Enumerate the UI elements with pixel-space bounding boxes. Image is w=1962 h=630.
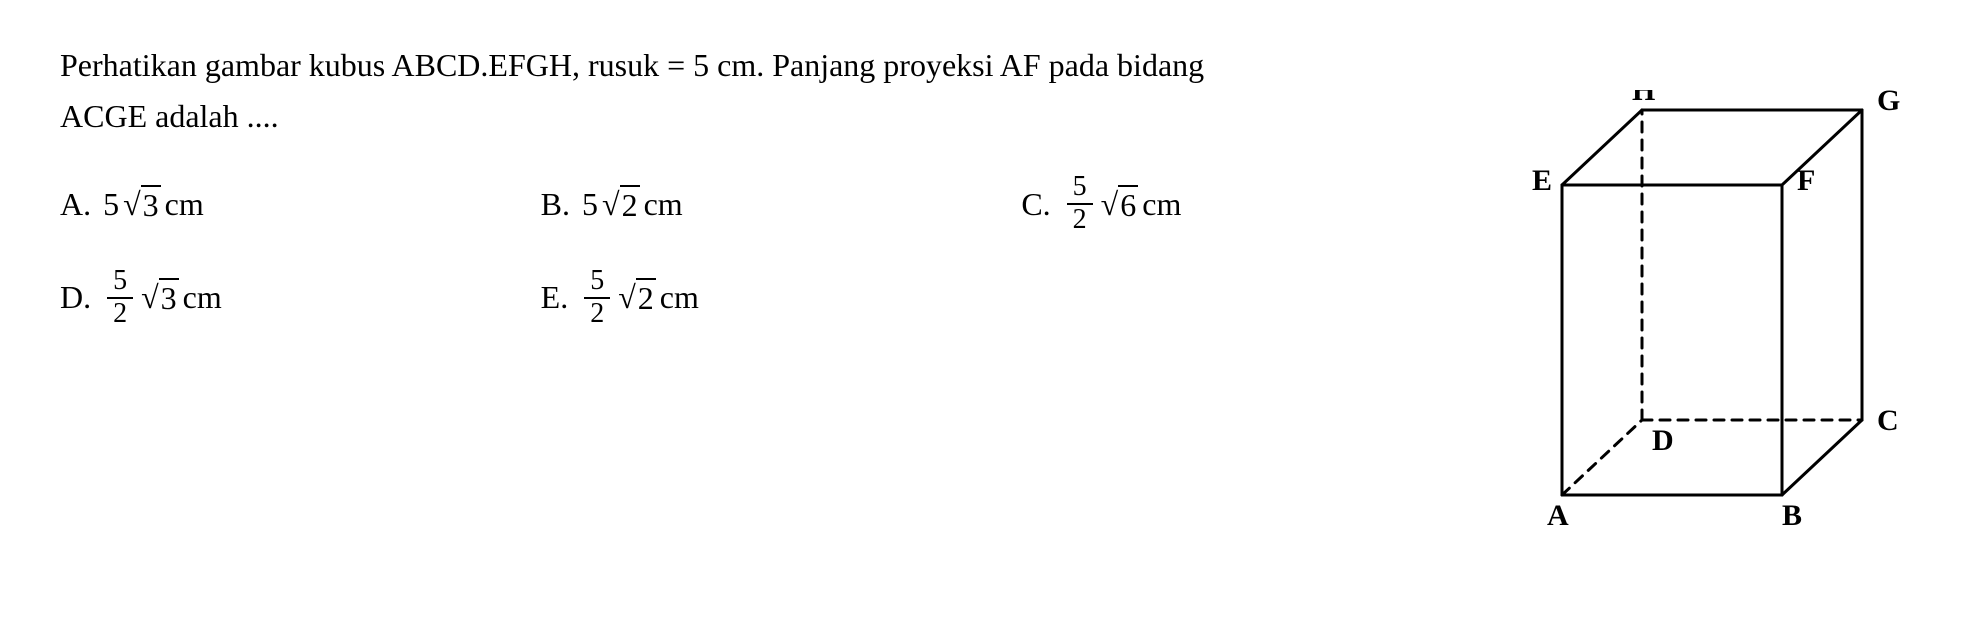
option-e-den: 2: [584, 299, 610, 330]
option-d: D. 5 2 √ 3 cm: [60, 266, 501, 330]
option-d-fraction: 5 2: [107, 266, 133, 330]
svg-text:G: G: [1877, 90, 1900, 117]
svg-text:F: F: [1797, 164, 1815, 197]
svg-text:D: D: [1652, 424, 1674, 457]
option-a-radicand: 3: [141, 185, 161, 224]
option-c-fraction: 5 2: [1067, 172, 1093, 236]
svg-text:H: H: [1632, 90, 1655, 107]
sqrt-symbol: √: [141, 279, 159, 316]
sqrt-symbol: √: [602, 186, 620, 223]
option-a: A. 5 √ 3 cm: [60, 172, 501, 236]
option-e-unit: cm: [660, 279, 699, 316]
question-text: Perhatikan gambar kubus ABCD.EFGH, rusuk…: [60, 40, 1462, 142]
question-line-2: ACGE adalah ....: [60, 91, 1462, 142]
option-a-unit: cm: [165, 186, 204, 223]
cube-diagram: A B C D E F G H: [1502, 90, 1902, 540]
option-e: E. 5 2 √ 2 cm: [541, 266, 982, 330]
option-d-radicand: 3: [159, 278, 179, 317]
question-line-1: Perhatikan gambar kubus ABCD.EFGH, rusuk…: [60, 40, 1462, 91]
option-b-radicand: 2: [620, 185, 640, 224]
text-content: Perhatikan gambar kubus ABCD.EFGH, rusuk…: [60, 40, 1462, 540]
option-c-radicand: 6: [1118, 185, 1138, 224]
option-a-sqrt: √ 3: [123, 185, 161, 224]
options-grid: A. 5 √ 3 cm B. 5 √ 2 cm C.: [60, 172, 1462, 329]
option-e-letter: E.: [541, 279, 569, 316]
option-b-letter: B.: [541, 186, 570, 223]
option-b-coef: 5: [582, 186, 598, 223]
svg-text:A: A: [1547, 499, 1569, 532]
empty-cell: [1021, 266, 1462, 330]
option-e-radicand: 2: [636, 278, 656, 317]
svg-text:C: C: [1877, 404, 1899, 437]
option-e-sqrt: √ 2: [618, 278, 656, 317]
option-c: C. 5 2 √ 6 cm: [1021, 172, 1462, 236]
option-b-unit: cm: [644, 186, 683, 223]
option-c-num: 5: [1067, 172, 1093, 205]
option-c-den: 2: [1067, 205, 1093, 236]
option-b: B. 5 √ 2 cm: [541, 172, 982, 236]
sqrt-symbol: √: [1101, 186, 1119, 223]
sqrt-symbol: √: [618, 279, 636, 316]
option-e-fraction: 5 2: [584, 266, 610, 330]
sqrt-symbol: √: [123, 186, 141, 223]
option-a-coef: 5: [103, 186, 119, 223]
problem-container: Perhatikan gambar kubus ABCD.EFGH, rusuk…: [60, 40, 1902, 540]
svg-text:B: B: [1782, 499, 1802, 532]
option-c-unit: cm: [1142, 186, 1181, 223]
option-a-letter: A.: [60, 186, 91, 223]
option-d-den: 2: [107, 299, 133, 330]
option-c-sqrt: √ 6: [1101, 185, 1139, 224]
option-d-unit: cm: [183, 279, 222, 316]
option-b-sqrt: √ 2: [602, 185, 640, 224]
svg-text:E: E: [1532, 164, 1552, 197]
option-e-num: 5: [584, 266, 610, 299]
cube-svg: A B C D E F G H: [1502, 90, 1902, 540]
option-d-letter: D.: [60, 279, 91, 316]
option-d-num: 5: [107, 266, 133, 299]
option-c-letter: C.: [1021, 186, 1050, 223]
option-d-sqrt: √ 3: [141, 278, 179, 317]
